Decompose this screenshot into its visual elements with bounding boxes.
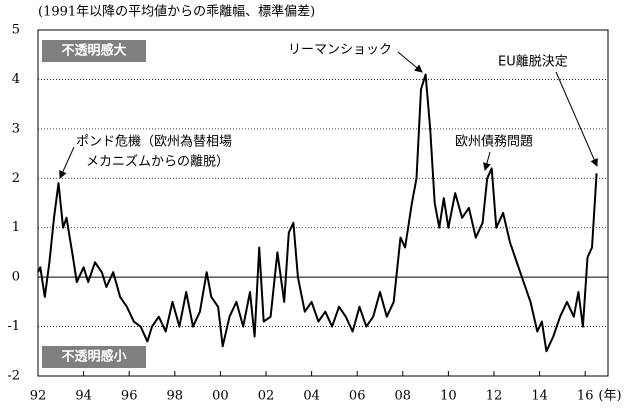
y-tick-label: 1 bbox=[12, 220, 20, 235]
chart-subtitle: (1991年以降の平均値からの乖離幅、標準偏差) bbox=[38, 4, 315, 20]
y-tick-label: 2 bbox=[12, 171, 20, 186]
data-line bbox=[37, 73, 598, 353]
y-tick-label: -2 bbox=[7, 369, 20, 384]
x-tick-label: 94 bbox=[75, 389, 92, 404]
x-tick-label: 96 bbox=[121, 389, 138, 404]
arrow bbox=[59, 146, 75, 179]
plot-frame bbox=[37, 29, 609, 377]
x-tick-label: 14 bbox=[531, 389, 548, 404]
y-tick-label: 3 bbox=[12, 121, 20, 136]
x-tick-label: 08 bbox=[395, 389, 412, 404]
x-tick-label: 00 bbox=[212, 389, 229, 404]
y-tick-label: 4 bbox=[12, 72, 20, 87]
annotation: メカニズムからの離脱） bbox=[86, 154, 229, 170]
x-tick-label: 16 bbox=[577, 389, 594, 404]
y-tick-label: -1 bbox=[7, 319, 20, 334]
x-tick-label: 12 bbox=[486, 389, 503, 404]
annotation: 不透明感小 bbox=[61, 349, 126, 365]
label-box bbox=[42, 40, 146, 62]
x-tick-label: 06 bbox=[349, 389, 366, 404]
x-tick-label: 92 bbox=[30, 389, 47, 404]
x-tick-label: 98 bbox=[167, 389, 184, 404]
annotation: リーマンショック bbox=[288, 43, 392, 58]
annotation: EU離脱決定 bbox=[498, 55, 568, 70]
annotation: ポンド危機（欧州為替相場 bbox=[76, 134, 232, 150]
annotation: 不透明感大 bbox=[61, 43, 126, 59]
x-tick-label: 10 bbox=[440, 389, 457, 404]
x-tick-label: 02 bbox=[258, 389, 275, 404]
y-tick-label: 5 bbox=[12, 23, 20, 38]
x-tick-label: 04 bbox=[303, 389, 320, 404]
label-box bbox=[42, 346, 146, 368]
annotation: 欧州債務問題 bbox=[455, 135, 533, 150]
x-axis-label: (年) bbox=[598, 389, 621, 404]
y-tick-label: 0 bbox=[12, 270, 20, 285]
arrow bbox=[397, 51, 423, 73]
arrow bbox=[483, 151, 491, 171]
arrow bbox=[555, 71, 598, 167]
